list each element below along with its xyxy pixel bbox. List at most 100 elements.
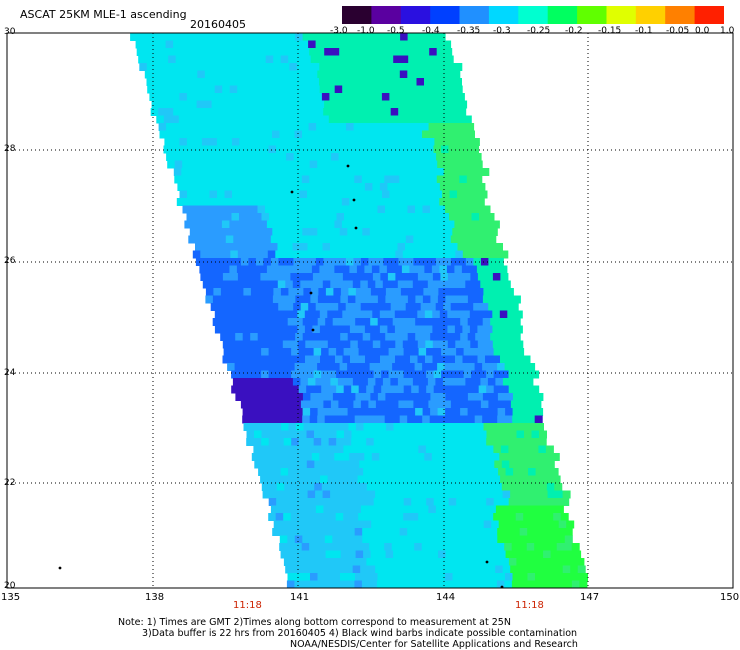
swath-cell (186, 138, 195, 146)
swath-cell (518, 400, 527, 409)
swath-cell (311, 423, 319, 431)
swath-cell (422, 415, 431, 424)
swath-cell (463, 445, 472, 454)
swath-cell (470, 340, 479, 349)
swath-cell (410, 355, 418, 364)
swath-cell (188, 123, 197, 131)
swath-cell (291, 370, 300, 379)
swath-cell (463, 513, 472, 521)
swath-cell (417, 183, 426, 191)
swath-cell (375, 235, 384, 244)
swath-cell (446, 78, 455, 86)
swath-cell (298, 145, 307, 154)
swath-cell (324, 70, 333, 79)
swath-cell (544, 453, 553, 461)
swath-cell (535, 408, 544, 416)
swath-cell (355, 550, 364, 559)
swath-cell (234, 228, 243, 236)
swath-cell (440, 250, 449, 259)
swath-cell (358, 558, 367, 566)
swath-cell (342, 355, 351, 364)
swath-cell (396, 348, 405, 356)
swath-cell (225, 108, 234, 116)
swath-cell (236, 220, 245, 229)
swath-cell (495, 378, 504, 386)
swath-cell (332, 535, 341, 544)
swath-cell (411, 483, 420, 491)
swath-cell (138, 55, 147, 64)
swath-cell (422, 130, 430, 139)
swath-cell (360, 108, 369, 116)
swath-cell (533, 400, 542, 409)
swath-cell (439, 63, 448, 71)
swath-cell (482, 393, 491, 401)
swath-cell (177, 85, 186, 94)
swath-cell (360, 303, 369, 311)
swath-cell (189, 160, 198, 169)
swath-cell (499, 310, 508, 319)
swath-cell (418, 348, 427, 356)
swath-cell (415, 205, 423, 214)
swath-cell (280, 55, 289, 64)
swath-cell (353, 258, 362, 266)
swath-cell (317, 160, 326, 169)
swath-cell (398, 123, 407, 131)
swath-cell (399, 175, 408, 184)
swath-cell (255, 378, 264, 386)
colorbar-label: -0.25 (527, 26, 551, 36)
swath-cell (516, 370, 525, 379)
swath-cell (430, 550, 439, 559)
swath-cell (196, 48, 205, 56)
swath-cell (174, 175, 183, 184)
swath-cell (227, 130, 235, 139)
swath-cell (378, 550, 387, 559)
swath-cell (410, 340, 419, 349)
swath-cell (242, 160, 251, 169)
swath-cell (229, 183, 238, 191)
swath-cell (482, 573, 491, 581)
swath-cell (188, 168, 197, 176)
swath-cell (335, 273, 344, 281)
swath-cell (237, 85, 246, 94)
swath-cell (477, 310, 486, 319)
swath-cell (263, 108, 272, 116)
swath-cell (390, 40, 399, 49)
swath-cell (402, 355, 411, 364)
swath-cell (339, 70, 348, 79)
swath-cell (270, 235, 279, 244)
swath-cell (319, 310, 328, 319)
swath-cell (504, 543, 513, 551)
swath-cell (287, 318, 296, 326)
swath-cell (280, 468, 289, 476)
swath-cell (357, 183, 366, 191)
swath-cell (377, 528, 386, 536)
swath-cell (338, 235, 347, 244)
swath-cell (467, 573, 476, 581)
swath-cell (401, 520, 410, 529)
swath-cell (290, 475, 299, 484)
swath-cell (480, 400, 489, 409)
swath-cell (473, 258, 482, 266)
swath-cell (390, 400, 399, 409)
colorbar-segment (694, 6, 724, 24)
swath-cell (372, 355, 381, 364)
swath-cell (374, 93, 383, 101)
swath-cell (436, 168, 445, 176)
swath-cell (394, 265, 403, 274)
swath-cell (482, 415, 491, 424)
swath-cell (286, 48, 295, 56)
swath-cell (439, 265, 448, 274)
swath-cell (392, 528, 401, 536)
swath-cell (217, 280, 226, 289)
swath-cell (371, 265, 380, 274)
swath-cell (269, 430, 277, 439)
swath-cell (186, 93, 195, 101)
swath-cell (288, 423, 297, 431)
swath-cell (180, 40, 189, 49)
swath-cell (331, 580, 340, 589)
swath-cell (298, 445, 307, 454)
swath-cell (300, 40, 309, 49)
swath-cell (347, 228, 356, 236)
swath-cell (464, 460, 473, 469)
swath-cell (497, 363, 506, 371)
